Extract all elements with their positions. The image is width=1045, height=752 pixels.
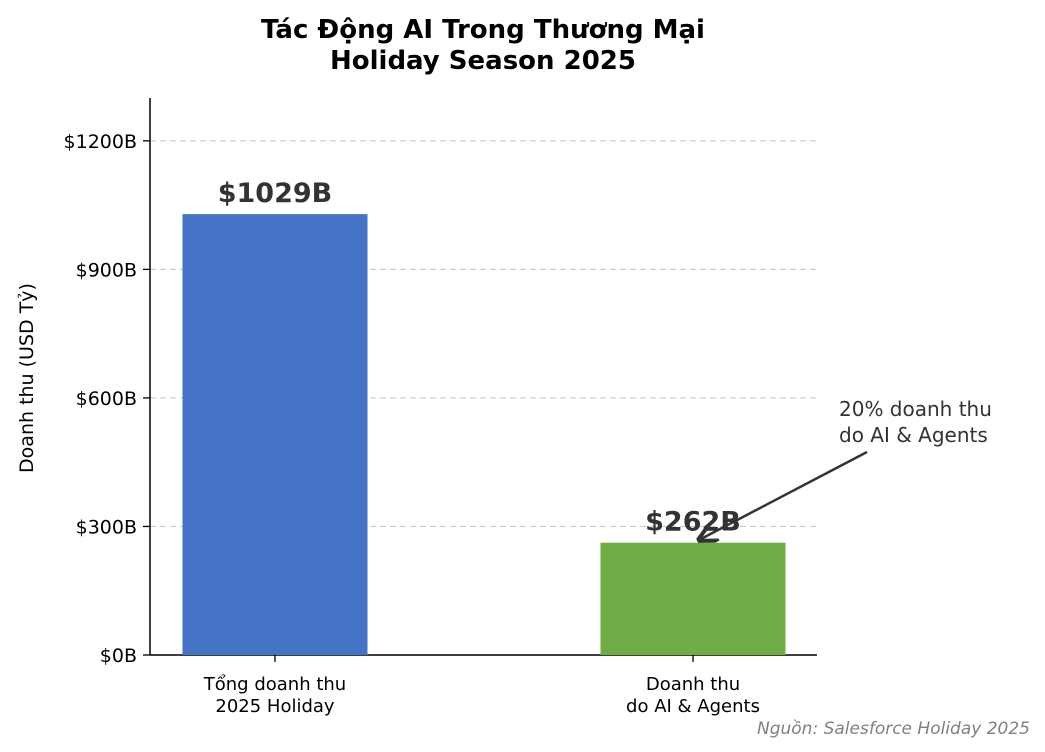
bar — [182, 214, 368, 655]
x-tick-label: Doanh thu do AI & Agents — [626, 674, 760, 717]
bar — [600, 542, 786, 655]
y-axis-label: Doanh thu (USD Tỷ) — [16, 283, 38, 473]
annotation-arrow — [699, 450, 868, 540]
y-tick-label: $1200B — [64, 131, 137, 153]
value-label: $262B — [645, 507, 741, 538]
source-note: Nguồn: Salesforce Holiday 2025 — [757, 718, 1030, 739]
y-tick-label: $900B — [76, 259, 137, 281]
y-tick-label: $600B — [76, 388, 137, 410]
y-tick-label: $0B — [100, 645, 137, 667]
value-label: $1029B — [218, 178, 333, 209]
x-tick-label: Tổng doanh thu 2025 Holiday — [203, 674, 346, 717]
chart-title: Tác Động AI Trong Thương Mại Holiday Seas… — [261, 15, 705, 76]
annotation: 20% doanh thu do AI & Agents — [839, 397, 992, 447]
y-tick-label: $300B — [76, 516, 137, 538]
